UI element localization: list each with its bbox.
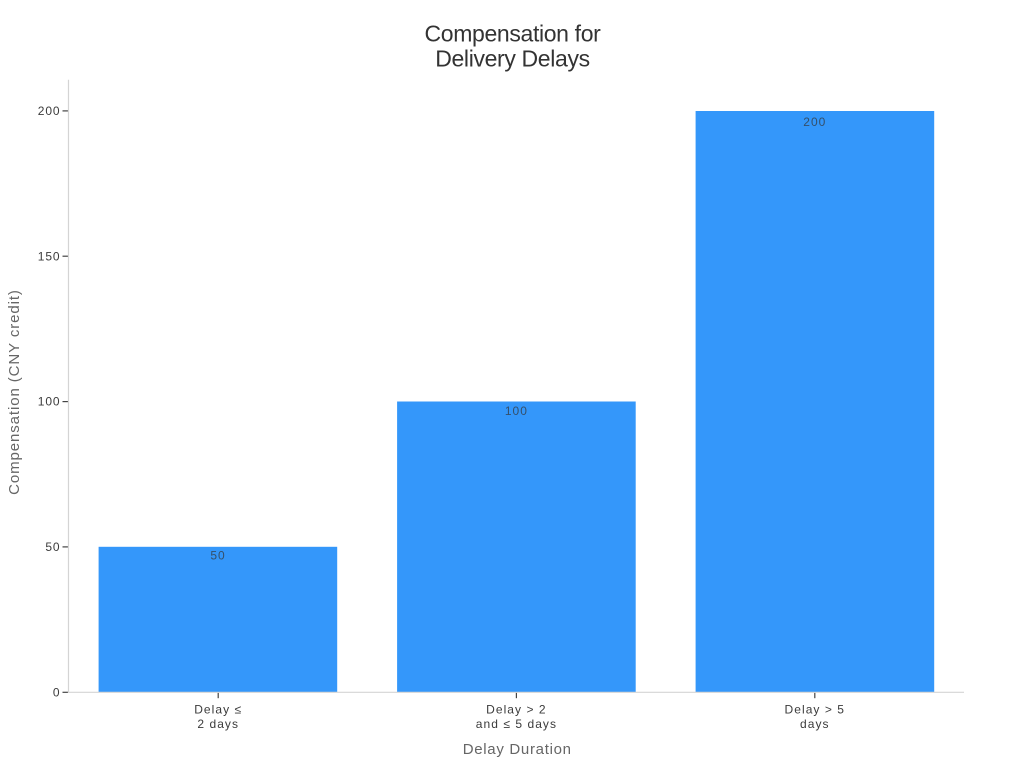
svg-text:days: days xyxy=(800,717,830,731)
svg-text:100: 100 xyxy=(505,404,528,418)
svg-text:200: 200 xyxy=(803,115,826,129)
svg-text:2 days: 2 days xyxy=(197,717,239,731)
svg-text:100: 100 xyxy=(38,395,61,409)
svg-text:Delivery Delays: Delivery Delays xyxy=(435,45,590,71)
svg-text:Delay ≤: Delay ≤ xyxy=(194,702,242,716)
svg-text:Delay > 2: Delay > 2 xyxy=(486,702,546,716)
svg-text:Compensation for: Compensation for xyxy=(425,21,602,47)
svg-text:Delay > 5: Delay > 5 xyxy=(785,702,845,716)
svg-text:150: 150 xyxy=(38,249,61,263)
svg-text:0: 0 xyxy=(53,685,61,699)
svg-text:50: 50 xyxy=(45,540,60,554)
svg-text:Compensation (CNY credit): Compensation (CNY credit) xyxy=(6,289,23,495)
svg-text:and ≤ 5 days: and ≤ 5 days xyxy=(476,717,557,731)
svg-text:200: 200 xyxy=(38,104,61,118)
svg-text:Delay Duration: Delay Duration xyxy=(463,741,572,758)
svg-text:50: 50 xyxy=(210,548,225,562)
